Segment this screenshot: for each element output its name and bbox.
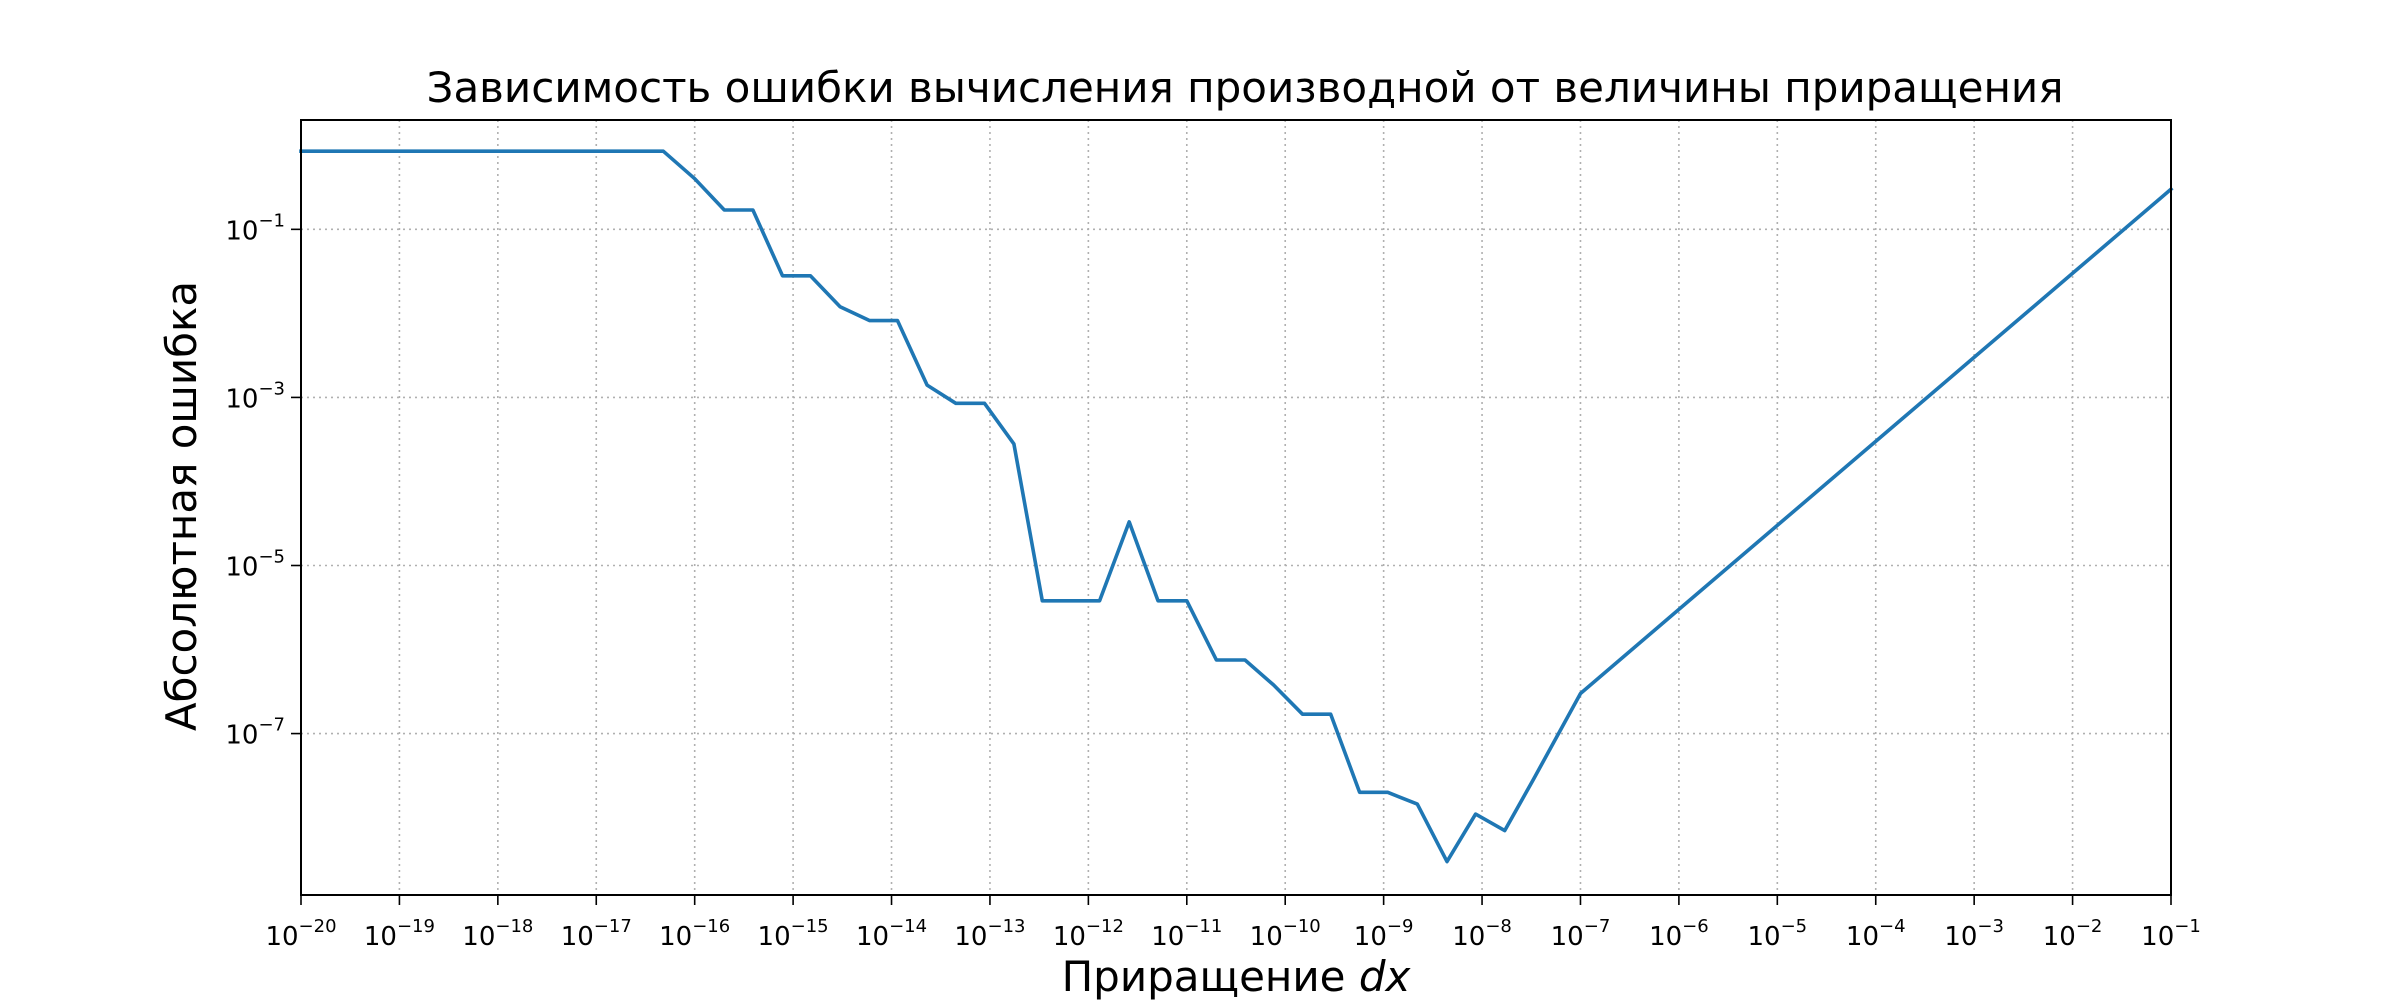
x-tick-base: 10 — [856, 922, 889, 952]
x-tick-base: 10 — [1551, 922, 1584, 952]
x-tick-label: 10−20 — [265, 916, 336, 952]
x-tick-label: 10−17 — [561, 916, 632, 952]
y-tick-exponent: −1 — [258, 210, 285, 231]
x-tick-exponent: −6 — [1682, 916, 1709, 937]
x-tick-labels: 10−20 10−19 10−18 10−17 10−16 10−15 10−14 10−13… — [265, 916, 2200, 952]
x-tick-exponent: −15 — [791, 916, 829, 937]
x-tick-base: 10 — [1053, 922, 1086, 952]
x-tick-exponent: −18 — [495, 916, 533, 937]
x-tick-label: 10−6 — [1649, 916, 1709, 952]
series-group — [299, 149, 2174, 864]
x-tick-label: 10−18 — [462, 916, 533, 952]
x-tick-base: 10 — [1747, 922, 1780, 952]
axis-ticks — [291, 228, 2172, 905]
x-tick-exponent: −13 — [987, 916, 1025, 937]
grid-lines — [300, 120, 2172, 895]
y-axis-label: Абсолютная ошибка — [157, 281, 206, 731]
x-tick-base: 10 — [659, 922, 692, 952]
x-tick-exponent: −5 — [1781, 916, 1808, 937]
y-tick-exponent: −5 — [258, 546, 285, 567]
x-tick-base: 10 — [758, 922, 791, 952]
x-tick-base: 10 — [1354, 922, 1387, 952]
x-tick-base: 10 — [1846, 922, 1879, 952]
x-tick-exponent: −19 — [397, 916, 435, 937]
chart-title: Зависимость ошибки вычисления производно… — [427, 63, 2064, 112]
x-tick-exponent: −20 — [299, 916, 337, 937]
x-tick-base: 10 — [364, 922, 397, 952]
x-tick-exponent: −8 — [1485, 916, 1512, 937]
x-tick-base: 10 — [462, 922, 495, 952]
x-tick-label: 10−12 — [1053, 916, 1124, 952]
x-tick-exponent: −17 — [594, 916, 632, 937]
x-tick-exponent: −7 — [1584, 916, 1611, 937]
y-tick-label: 10−5 — [225, 546, 285, 582]
x-tick-label: 10−3 — [1944, 916, 2004, 952]
x-tick-base: 10 — [1944, 922, 1977, 952]
x-tick-exponent: −3 — [1977, 916, 2004, 937]
error-line — [299, 149, 2174, 864]
y-tick-labels: 10−110−310−510−7 — [225, 210, 285, 750]
y-tick-base: 10 — [225, 721, 258, 751]
plot-frame — [300, 119, 2172, 896]
x-tick-label: 10−14 — [856, 916, 927, 952]
y-tick-label: 10−3 — [225, 378, 285, 414]
y-tick-base: 10 — [225, 384, 258, 414]
x-tick-label: 10−16 — [659, 916, 730, 952]
x-tick-label: 10−8 — [1452, 916, 1512, 952]
y-tick-exponent: −3 — [258, 378, 285, 399]
x-tick-exponent: −16 — [692, 916, 730, 937]
x-tick-label: 10−10 — [1250, 916, 1321, 952]
x-tick-exponent: −12 — [1086, 916, 1124, 937]
x-axis-label-variable: dx — [1359, 952, 1412, 1000]
x-tick-exponent: −10 — [1283, 916, 1321, 937]
x-tick-label: 10−13 — [954, 916, 1025, 952]
x-tick-label: 10−4 — [1846, 916, 1906, 952]
y-tick-base: 10 — [225, 216, 258, 246]
x-tick-label: 10−19 — [364, 916, 435, 952]
x-tick-exponent: −11 — [1184, 916, 1222, 937]
x-tick-label: 10−15 — [758, 916, 829, 952]
y-tick-label: 10−7 — [225, 715, 285, 751]
x-tick-base: 10 — [1250, 922, 1283, 952]
x-tick-label: 10−5 — [1747, 916, 1807, 952]
x-axis-label: Приращение dx — [1062, 952, 1412, 1000]
x-tick-exponent: −2 — [2076, 916, 2103, 937]
x-tick-label: 10−1 — [2141, 916, 2201, 952]
x-tick-base: 10 — [1452, 922, 1485, 952]
x-tick-base: 10 — [561, 922, 594, 952]
y-tick-label: 10−1 — [225, 210, 285, 246]
x-tick-label: 10−11 — [1151, 916, 1222, 952]
x-tick-base: 10 — [1151, 922, 1184, 952]
x-tick-base: 10 — [265, 922, 298, 952]
x-tick-base: 10 — [2043, 922, 2076, 952]
x-tick-base: 10 — [2141, 922, 2174, 952]
x-tick-base: 10 — [1649, 922, 1682, 952]
x-axis-label-prefix: Приращение — [1062, 952, 1359, 1000]
y-tick-exponent: −7 — [258, 715, 285, 736]
x-tick-base: 10 — [954, 922, 987, 952]
x-tick-exponent: −14 — [889, 916, 927, 937]
x-tick-label: 10−9 — [1354, 916, 1414, 952]
x-tick-label: 10−2 — [2043, 916, 2103, 952]
x-tick-exponent: −1 — [2174, 916, 2201, 937]
y-tick-base: 10 — [225, 552, 258, 582]
x-tick-exponent: −9 — [1387, 916, 1414, 937]
x-tick-label: 10−7 — [1551, 916, 1611, 952]
x-tick-exponent: −4 — [1879, 916, 1906, 937]
